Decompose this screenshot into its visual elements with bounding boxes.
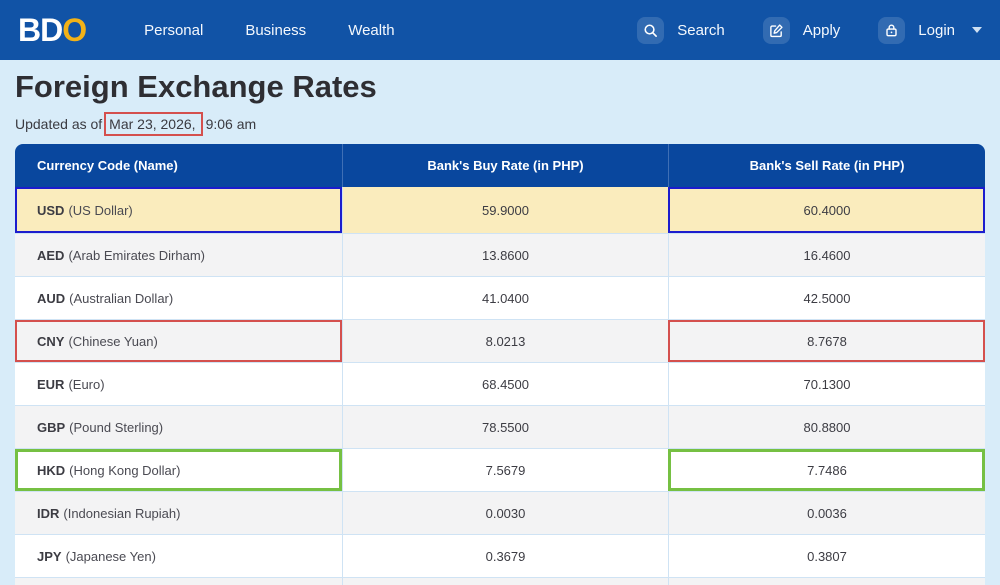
currency-name: (Euro) [68, 376, 105, 392]
login-label: Login [918, 21, 955, 39]
currency-cell-cny: CNY (Chinese Yuan) [15, 320, 342, 362]
currency-code: JPY [37, 548, 62, 564]
sell-rate-cell-jpy: 0.3807 [668, 535, 985, 577]
buy-rate-cell-hkd: 7.5679 [342, 449, 668, 491]
currency-cell-jpy: JPY (Japanese Yen) [15, 535, 342, 577]
currency-cell-idr: IDR (Indonesian Rupiah) [15, 492, 342, 534]
currency-name: (Arab Emirates Dirham) [68, 247, 205, 263]
page-title: Foreign Exchange Rates [15, 69, 377, 104]
sell-rate-cell-idr: 0.0036 [668, 492, 985, 534]
table-row-usd: USD (US Dollar) 59.9000 60.4000 [15, 187, 985, 234]
currency-code: CNY [37, 333, 65, 349]
currency-code: AUD [37, 290, 66, 306]
buy-rate-cell-eur: 68.4500 [342, 363, 668, 405]
fx-rates-table: Currency Code (Name) Bank's Buy Rate (in… [15, 144, 985, 585]
currency-cell-usd: USD (US Dollar) [15, 187, 342, 233]
table-header-row: Currency Code (Name) Bank's Buy Rate (in… [15, 144, 985, 187]
table-row-idr: IDR (Indonesian Rupiah) 0.0030 0.0036 [15, 492, 985, 535]
header-currency: Currency Code (Name) [37, 158, 178, 173]
sell-rate-cell-cny: 8.7678 [668, 320, 985, 362]
currency-code: AED [37, 247, 65, 263]
search-label: Search [677, 21, 725, 39]
currency-code: EUR [37, 376, 65, 392]
sell-rate-cell-aud: 42.5000 [668, 277, 985, 319]
currency-code: USD [37, 202, 65, 218]
nav-link-business[interactable]: Business [245, 21, 307, 39]
currency-name: (Pound Sterling) [69, 419, 164, 435]
buy-rate-cell-cny: 8.0213 [342, 320, 668, 362]
nav-links: Personal Business Wealth [144, 22, 395, 39]
updated-time: 9:06 am [205, 116, 257, 132]
table-row-eur: EUR (Euro) 68.4500 70.1300 [15, 363, 985, 406]
table-row-aud: AUD (Australian Dollar) 41.0400 42.5000 [15, 277, 985, 320]
apply-label: Apply [802, 21, 841, 39]
currency-cell-hkd: HKD (Hong Kong Dollar) [15, 449, 342, 491]
sell-rate-cell-eur: 70.1300 [668, 363, 985, 405]
bdo-logo[interactable]: BDO [18, 12, 87, 48]
currency-code: HKD [37, 462, 66, 478]
buy-rate-cell-aud: 41.0400 [342, 277, 668, 319]
currency-cell-gbp: GBP (Pound Sterling) [15, 406, 342, 448]
logo-text-o: O [62, 12, 87, 48]
nav-link-personal[interactable]: Personal [144, 21, 204, 39]
buy-rate-cell-jpy: 0.3679 [342, 535, 668, 577]
chevron-down-icon [972, 27, 982, 33]
currency-name: (Australian Dollar) [69, 290, 174, 306]
main-content: Foreign Exchange Rates Updated as of Mar… [0, 69, 1000, 585]
edit-pencil-icon [762, 16, 790, 44]
logo-text-bd: BD [18, 12, 63, 48]
updated-as-of-line: Updated as of Mar 23, 2026, 9:06 am [15, 112, 985, 136]
fx-table-body: USD (US Dollar) 59.9000 60.4000 AED (Arab Emi… [15, 187, 985, 578]
sell-rate-cell-hkd: 7.7486 [668, 449, 985, 491]
search-button[interactable]: Search [637, 16, 725, 44]
header-sell-rate: Bank's Sell Rate (in PHP) [668, 144, 985, 187]
apply-button[interactable]: Apply [762, 16, 841, 44]
nav-link-wealth[interactable]: Wealth [348, 21, 395, 39]
table-row-jpy: JPY (Japanese Yen) 0.3679 0.3807 [15, 535, 985, 578]
buy-rate-cell-gbp: 78.5500 [342, 406, 668, 448]
sell-rate-cell-usd: 60.4000 [668, 187, 985, 233]
partial-next-row [15, 578, 985, 585]
sell-rate-cell-gbp: 80.8800 [668, 406, 985, 448]
table-row-gbp: GBP (Pound Sterling) 78.5500 80.8800 [15, 406, 985, 449]
currency-cell-aed: AED (Arab Emirates Dirham) [15, 234, 342, 276]
buy-rate-cell-usd: 59.9000 [342, 187, 668, 233]
currency-name: (Indonesian Rupiah) [63, 505, 181, 521]
updated-date-annotated: Mar 23, 2026, [104, 112, 203, 136]
header-buy-rate: Bank's Buy Rate (in PHP) [342, 144, 668, 187]
currency-name: (Chinese Yuan) [68, 333, 158, 349]
table-row-cny: CNY (Chinese Yuan) 8.0213 8.7678 [15, 320, 985, 363]
currency-code: GBP [37, 419, 66, 435]
top-navbar: BDO Personal Business Wealth Search Apply [0, 0, 1000, 60]
currency-name: (US Dollar) [68, 202, 133, 218]
nav-actions: Search Apply Login [599, 16, 982, 44]
currency-code: IDR [37, 505, 60, 521]
table-row-hkd: HKD (Hong Kong Dollar) 7.5679 7.7486 [15, 449, 985, 492]
lock-icon [878, 16, 906, 44]
updated-prefix: Updated as of [15, 116, 103, 132]
buy-rate-cell-idr: 0.0030 [342, 492, 668, 534]
login-button[interactable]: Login [878, 16, 982, 44]
sell-rate-cell-aed: 16.4600 [668, 234, 985, 276]
table-row-aed: AED (Arab Emirates Dirham) 13.8600 16.4600 [15, 234, 985, 277]
buy-rate-cell-aed: 13.8600 [342, 234, 668, 276]
currency-name: (Japanese Yen) [65, 548, 156, 564]
currency-cell-eur: EUR (Euro) [15, 363, 342, 405]
currency-name: (Hong Kong Dollar) [69, 462, 181, 478]
search-icon [637, 16, 665, 44]
currency-cell-aud: AUD (Australian Dollar) [15, 277, 342, 319]
